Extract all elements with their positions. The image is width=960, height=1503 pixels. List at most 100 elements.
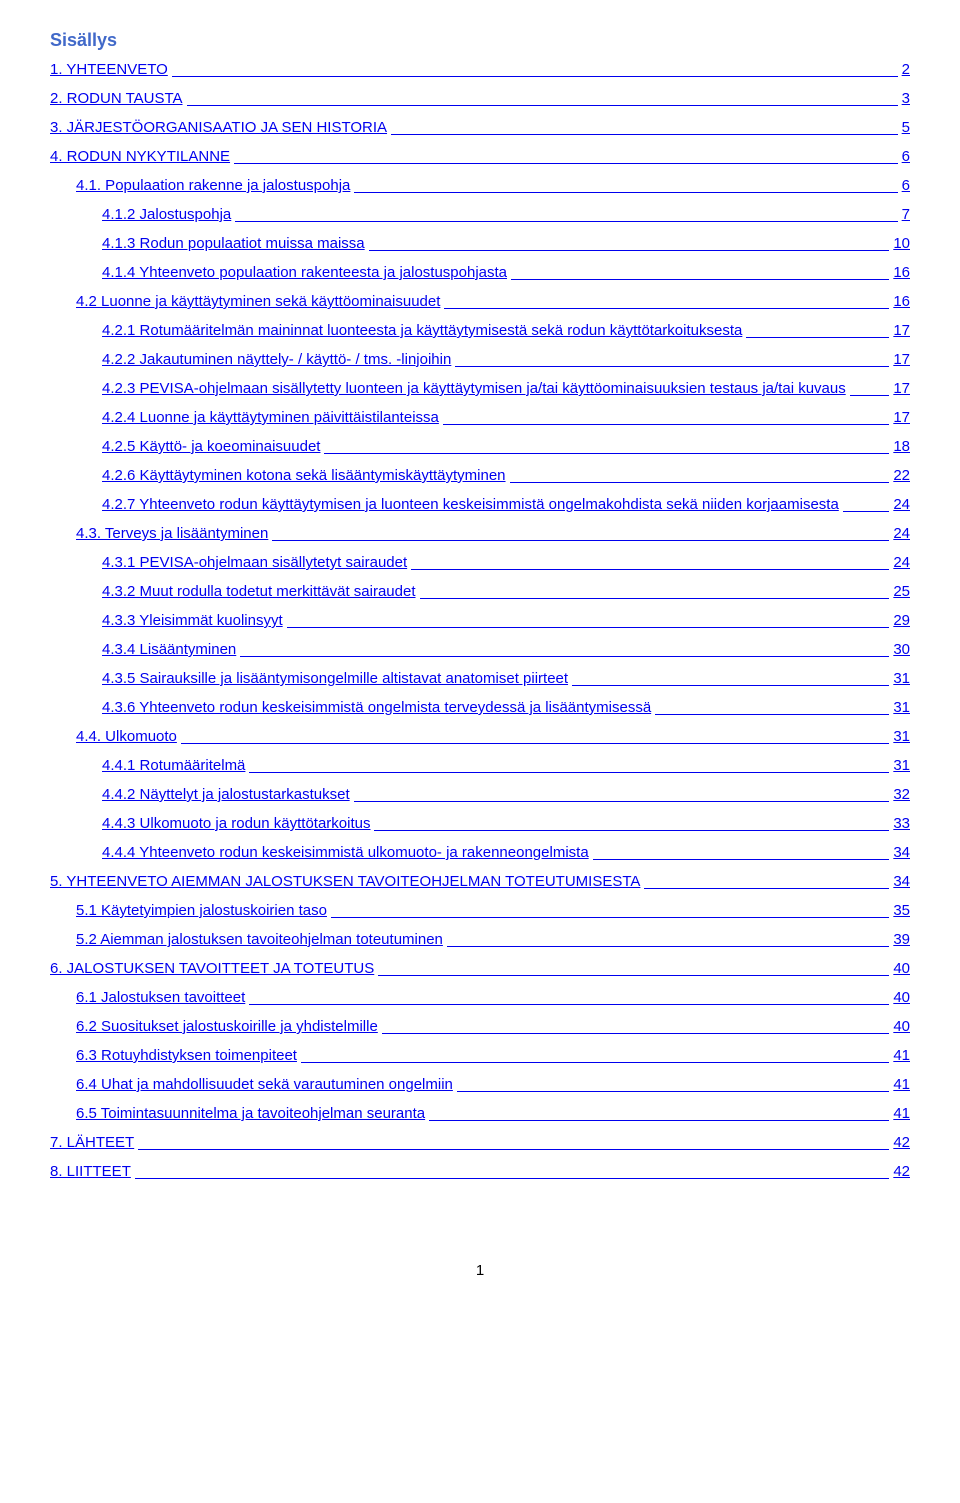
toc-entry[interactable]: 1. YHTEENVETO2 — [50, 59, 910, 80]
toc-entry-page: 41 — [893, 1045, 910, 1066]
toc-entry[interactable]: 4.3.5 Sairauksille ja lisääntymisongelmi… — [50, 668, 910, 689]
toc-entry[interactable]: 8. LIITTEET42 — [50, 1161, 910, 1182]
toc-entry-label: 4.1.2 Jalostuspohja — [102, 204, 231, 225]
toc-leader-line — [301, 1062, 889, 1063]
toc-entry[interactable]: 4.2.1 Rotumääritelmän maininnat luontees… — [50, 320, 910, 341]
toc-entry[interactable]: 6.2 Suositukset jalostuskoirille ja yhdi… — [50, 1016, 910, 1037]
toc-entry-page: 6 — [902, 146, 910, 167]
toc-leader-line — [455, 366, 889, 367]
toc-leader-line — [181, 743, 889, 744]
toc-entry-label: 4.2 Luonne ja käyttäytyminen sekä käyttö… — [76, 291, 440, 312]
toc-entry[interactable]: 7. LÄHTEET42 — [50, 1132, 910, 1153]
toc-leader-line — [655, 714, 889, 715]
toc-entry[interactable]: 4.4.1 Rotumääritelmä31 — [50, 755, 910, 776]
toc-leader-line — [511, 279, 889, 280]
toc-entry[interactable]: 4.4.2 Näyttelyt ja jalostustarkastukset3… — [50, 784, 910, 805]
toc-entry[interactable]: 4.3. Terveys ja lisääntyminen 24 — [50, 523, 910, 544]
toc-entry-page: 29 — [893, 610, 910, 631]
toc-entry[interactable]: 4.2.6 Käyttäytyminen kotona sekä lisäänt… — [50, 465, 910, 486]
toc-entry-label: 4.3.4 Lisääntyminen — [102, 639, 236, 660]
toc-entry[interactable]: 6. JALOSTUKSEN TAVOITTEET JA TOTEUTUS 40 — [50, 958, 910, 979]
toc-entry[interactable]: 4.3.6 Yhteenveto rodun keskeisimmistä on… — [50, 697, 910, 718]
toc-leader-line — [172, 76, 898, 77]
toc-entry-label: 4.3. Terveys ja lisääntyminen — [76, 523, 268, 544]
toc-entry-page: 41 — [893, 1103, 910, 1124]
toc-entry[interactable]: 5.2 Aiemman jalostuksen tavoiteohjelman … — [50, 929, 910, 950]
toc-leader-line — [354, 801, 890, 802]
toc-entry-label: 6.4 Uhat ja mahdollisuudet sekä varautum… — [76, 1074, 453, 1095]
toc-leader-line — [457, 1091, 889, 1092]
toc-entry-page: 24 — [893, 523, 910, 544]
toc-entry-label: 4.2.7 Yhteenveto rodun käyttäytymisen ja… — [102, 494, 839, 515]
toc-entry-page: 24 — [893, 494, 910, 515]
toc-entry[interactable]: 4.2.5 Käyttö- ja koeominaisuudet18 — [50, 436, 910, 457]
toc-entry[interactable]: 4.4. Ulkomuoto31 — [50, 726, 910, 747]
toc-entry-page: 10 — [893, 233, 910, 254]
toc-entry-label: 2. RODUN TAUSTA — [50, 88, 183, 109]
toc-leader-line — [510, 482, 890, 483]
toc-entry-label: 6. JALOSTUKSEN TAVOITTEET JA TOTEUTUS — [50, 958, 374, 979]
toc-entry[interactable]: 4.1.3 Rodun populaatiot muissa maissa10 — [50, 233, 910, 254]
toc-entry-page: 32 — [893, 784, 910, 805]
toc-entry[interactable]: 5.1 Käytetyimpien jalostuskoirien taso35 — [50, 900, 910, 921]
toc-entry-page: 5 — [902, 117, 910, 138]
toc-entry[interactable]: 4.2.3 PEVISA-ohjelmaan sisällytetty luon… — [50, 378, 910, 399]
toc-entry[interactable]: 4.3.1 PEVISA-ohjelmaan sisällytetyt sair… — [50, 552, 910, 573]
toc-leader-line — [411, 569, 889, 570]
toc-entry-page: 33 — [893, 813, 910, 834]
toc-entry[interactable]: 4.2 Luonne ja käyttäytyminen sekä käyttö… — [50, 291, 910, 312]
toc-entry-page: 40 — [893, 958, 910, 979]
toc-entry-page: 34 — [893, 842, 910, 863]
toc-leader-line — [249, 1004, 889, 1005]
toc-entry[interactable]: 5. YHTEENVETO AIEMMAN JALOSTUKSEN TAVOIT… — [50, 871, 910, 892]
toc-leader-line — [593, 859, 890, 860]
toc-entry[interactable]: 4.1. Populaation rakenne ja jalostuspohj… — [50, 175, 910, 196]
toc-entry-label: 4.2.4 Luonne ja käyttäytyminen päivittäi… — [102, 407, 439, 428]
toc-entry[interactable]: 4.2.2 Jakautuminen näyttely- / käyttö- /… — [50, 349, 910, 370]
toc-entry-page: 24 — [893, 552, 910, 573]
toc-entry[interactable]: 4.1.2 Jalostuspohja7 — [50, 204, 910, 225]
toc-entry[interactable]: 4. RODUN NYKYTILANNE 6 — [50, 146, 910, 167]
toc-leader-line — [324, 453, 889, 454]
toc-entry[interactable]: 4.3.3 Yleisimmät kuolinsyyt 29 — [50, 610, 910, 631]
toc-entry-page: 17 — [893, 378, 910, 399]
toc-entry-label: 5. YHTEENVETO AIEMMAN JALOSTUKSEN TAVOIT… — [50, 871, 640, 892]
toc-entry[interactable]: 6.1 Jalostuksen tavoitteet40 — [50, 987, 910, 1008]
toc-leader-line — [287, 627, 890, 628]
toc-entry-label: 4.3.5 Sairauksille ja lisääntymisongelmi… — [102, 668, 568, 689]
toc-entry-page: 31 — [893, 755, 910, 776]
toc-leader-line — [443, 424, 889, 425]
toc-entry-page: 16 — [893, 262, 910, 283]
toc-entry-label: 4.2.1 Rotumääritelmän maininnat luontees… — [102, 320, 742, 341]
toc-entry[interactable]: 4.3.2 Muut rodulla todetut merkittävät s… — [50, 581, 910, 602]
toc-entry[interactable]: 4.4.3 Ulkomuoto ja rodun käyttötarkoitus… — [50, 813, 910, 834]
toc-entry[interactable]: 4.4.4 Yhteenveto rodun keskeisimmistä ul… — [50, 842, 910, 863]
toc-entry[interactable]: 3. JÄRJESTÖORGANISAATIO JA SEN HISTORIA5 — [50, 117, 910, 138]
toc-entry-label: 4.3.3 Yleisimmät kuolinsyyt — [102, 610, 283, 631]
page-number: 1 — [50, 1262, 910, 1279]
toc-entry-label: 4.1. Populaation rakenne ja jalostuspohj… — [76, 175, 350, 196]
toc-entry[interactable]: 6.4 Uhat ja mahdollisuudet sekä varautum… — [50, 1074, 910, 1095]
toc-entry-label: 4.3.1 PEVISA-ohjelmaan sisällytetyt sair… — [102, 552, 407, 573]
toc-entry[interactable]: 6.3 Rotuyhdistyksen toimenpiteet 41 — [50, 1045, 910, 1066]
toc-leader-line — [382, 1033, 890, 1034]
toc-entry-label: 6.3 Rotuyhdistyksen toimenpiteet — [76, 1045, 297, 1066]
toc-entry[interactable]: 4.1.4 Yhteenveto populaation rakenteesta… — [50, 262, 910, 283]
toc-entry[interactable]: 4.3.4 Lisääntyminen30 — [50, 639, 910, 660]
toc-entry-label: 4.2.2 Jakautuminen näyttely- / käyttö- /… — [102, 349, 451, 370]
toc-entry[interactable]: 4.2.4 Luonne ja käyttäytyminen päivittäi… — [50, 407, 910, 428]
toc-entry[interactable]: 6.5 Toimintasuunnitelma ja tavoiteohjelm… — [50, 1103, 910, 1124]
toc-entry-page: 16 — [893, 291, 910, 312]
toc-entry-label: 4. RODUN NYKYTILANNE — [50, 146, 230, 167]
toc-leader-line — [234, 163, 898, 164]
toc-leader-line — [572, 685, 889, 686]
toc-entry[interactable]: 2. RODUN TAUSTA 3 — [50, 88, 910, 109]
toc-entry-page: 22 — [893, 465, 910, 486]
toc-leader-line — [420, 598, 890, 599]
toc-entry-label: 6.1 Jalostuksen tavoitteet — [76, 987, 245, 1008]
toc-entry-page: 39 — [893, 929, 910, 950]
toc-entry-page: 3 — [902, 88, 910, 109]
toc-entry-label: 8. LIITTEET — [50, 1161, 131, 1182]
toc-entry[interactable]: 4.2.7 Yhteenveto rodun käyttäytymisen ja… — [50, 494, 910, 515]
toc-entry-label: 4.2.3 PEVISA-ohjelmaan sisällytetty luon… — [102, 378, 846, 399]
